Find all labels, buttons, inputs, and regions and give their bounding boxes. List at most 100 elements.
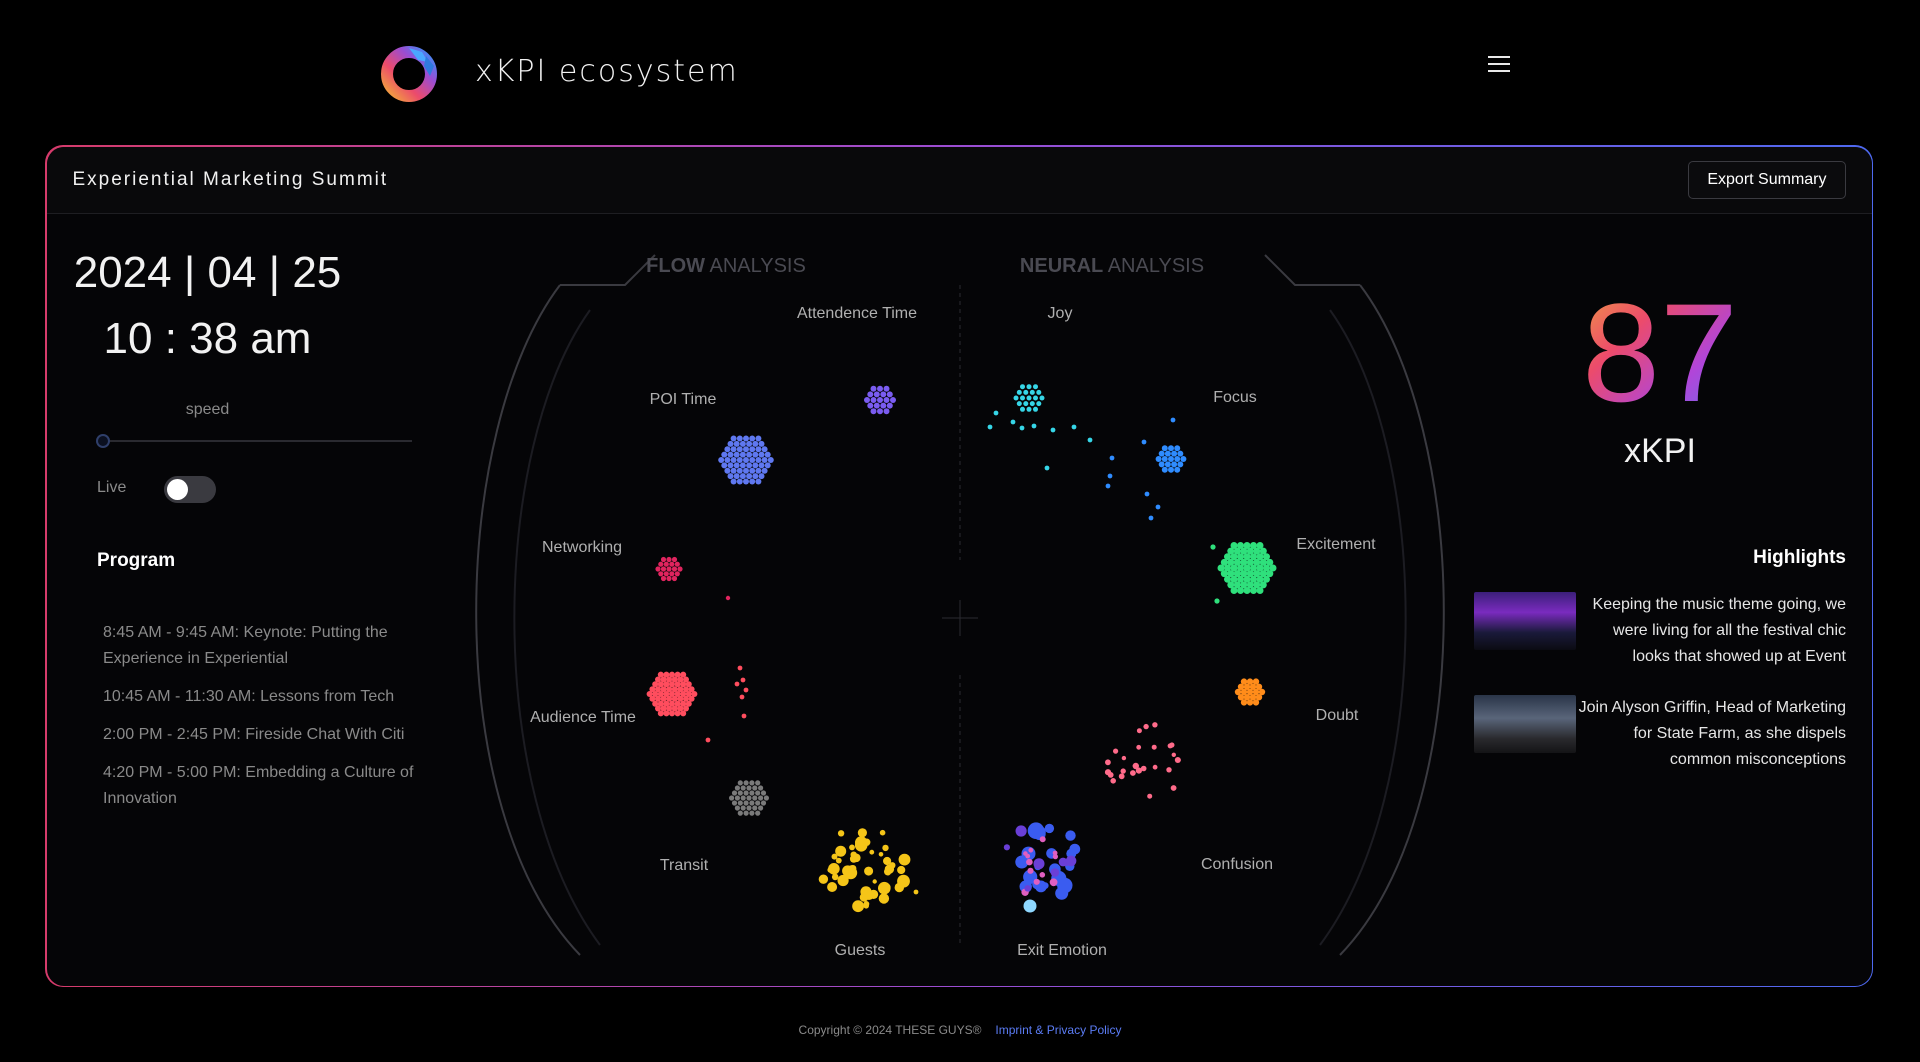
- audience-time-dot: [657, 681, 664, 688]
- excitement-dot: [1250, 542, 1257, 549]
- hamburger-menu-icon[interactable]: [1488, 56, 1510, 74]
- transit-dot: [752, 805, 758, 811]
- poi-time-dot: [727, 462, 734, 469]
- poi-time-dot: [727, 440, 734, 447]
- focus-dot: [1170, 417, 1176, 423]
- left-outer-arc: [475, 284, 581, 956]
- transit-dot: [755, 800, 761, 806]
- audience-time-dot: [739, 694, 745, 700]
- excitement-dot: [1259, 570, 1267, 578]
- poi-time-dot: [721, 462, 728, 469]
- speed-slider[interactable]: [104, 440, 412, 442]
- poi-time-dot: [743, 478, 749, 485]
- audience-time-dot: [671, 676, 678, 683]
- exit-emotion-dot: [1049, 878, 1058, 887]
- flow-labels: Attendence Time POI Time Networking Audi…: [530, 305, 917, 959]
- audience-time-dot: [734, 681, 740, 687]
- transit-dot: [734, 805, 740, 811]
- joy-dot: [1013, 395, 1019, 401]
- joy-dot: [1020, 384, 1025, 390]
- excitement-dot: [1240, 547, 1248, 555]
- attendence-time-dot: [870, 408, 877, 415]
- brand-logo-icon[interactable]: [378, 42, 440, 104]
- audience-time-dot: [671, 695, 678, 702]
- poi-time-dot: [724, 457, 731, 463]
- excitement-dot: [1233, 558, 1241, 566]
- audience-time-dot: [669, 691, 675, 697]
- excitement-dot: [1224, 553, 1231, 561]
- poi-time-dot: [743, 467, 749, 474]
- confusion-dot: [1136, 744, 1142, 750]
- highlight-thumbnail[interactable]: [1474, 592, 1576, 650]
- transit-dot: [749, 800, 755, 806]
- joy-dot: [993, 410, 999, 416]
- confusion-dot: [1170, 785, 1177, 791]
- focus-dot: [1141, 439, 1147, 445]
- confusion-dot: [1169, 742, 1175, 748]
- focus-dot: [1164, 450, 1171, 457]
- highlight-thumbnail[interactable]: [1474, 695, 1576, 753]
- attendence-time-dot: [864, 397, 870, 403]
- joy-dot: [1026, 406, 1032, 412]
- joy-dot: [1016, 389, 1022, 395]
- live-toggle[interactable]: [164, 476, 216, 503]
- speed-slider-handle[interactable]: [96, 434, 110, 448]
- doubt-dot: [1237, 683, 1245, 690]
- poi-time-dot: [730, 457, 737, 463]
- transit-dot: [755, 790, 761, 796]
- confusion-dot: [1171, 752, 1176, 757]
- joy-dot: [1036, 401, 1042, 407]
- networking-dot: [669, 561, 675, 567]
- exit-emotion-dot: [1039, 836, 1046, 843]
- guests-dot: [849, 844, 855, 851]
- focus-dot: [1158, 461, 1165, 468]
- poi-time-dot: [743, 446, 749, 453]
- focus-dot: [1158, 450, 1165, 457]
- networking-dot: [666, 575, 672, 582]
- poi-time-dot: [730, 446, 737, 453]
- confusion-dot: [1132, 762, 1139, 770]
- audience-time-dot: [666, 695, 673, 702]
- excitement-dot: [1259, 581, 1267, 589]
- current-time: 10 : 38 am: [103, 314, 312, 363]
- excitement-dot: [1243, 542, 1251, 549]
- joy-dot: [1031, 423, 1037, 429]
- program-item: 2:00 PM - 2:45 PM: Fireside Chat With Ci…: [103, 726, 405, 743]
- exit-emotion-dot: [1027, 867, 1034, 874]
- excitement-dot: [1269, 564, 1277, 572]
- highlight-item[interactable]: Keeping the music theme going, we were l…: [1474, 592, 1846, 676]
- audience-time-dot: [660, 676, 667, 683]
- audience-time-dot: [655, 676, 661, 683]
- confusion-dot: [1120, 768, 1126, 774]
- doubt-dot: [1234, 688, 1242, 696]
- transit-dot: [758, 795, 764, 801]
- program-list: 8:45 AM - 9:45 AM: Keynote: Putting the …: [103, 620, 418, 824]
- audience-time-dot: [652, 691, 659, 697]
- doubt-dot: [1240, 688, 1248, 696]
- export-summary-button[interactable]: Export Summary: [1688, 160, 1846, 199]
- imprint-privacy-link[interactable]: Imprint & Privacy Policy: [995, 1023, 1122, 1037]
- excitement-dot: [1263, 575, 1270, 583]
- transit-dot: [760, 800, 767, 806]
- guests-dot: [897, 885, 904, 892]
- doubt-dot: [1246, 678, 1254, 685]
- transit-dot: [749, 810, 755, 816]
- focus-dot: [1171, 461, 1178, 468]
- doubt-dot: [1243, 694, 1251, 701]
- poi-time-dot: [752, 473, 759, 480]
- audience-time-dot: [680, 710, 687, 717]
- joy-dot: [1019, 425, 1025, 431]
- label-excitement: Excitement: [1296, 536, 1376, 553]
- excitement-dot: [1246, 558, 1254, 566]
- excitement-dot: [1220, 570, 1228, 578]
- attendence-time-dot: [867, 391, 874, 398]
- audience-time-dot: [680, 691, 687, 697]
- audience-time-dot: [671, 686, 678, 693]
- poi-time-dot: [749, 478, 756, 485]
- excitement-dot: [1250, 587, 1257, 594]
- networking-dot: [671, 575, 678, 582]
- doubt-dot: [1237, 694, 1245, 701]
- highlight-item[interactable]: Join Alyson Griffin, Head of Marketing f…: [1474, 695, 1846, 779]
- confusion-dot: [1152, 764, 1158, 770]
- doubt-dot: [1255, 683, 1263, 690]
